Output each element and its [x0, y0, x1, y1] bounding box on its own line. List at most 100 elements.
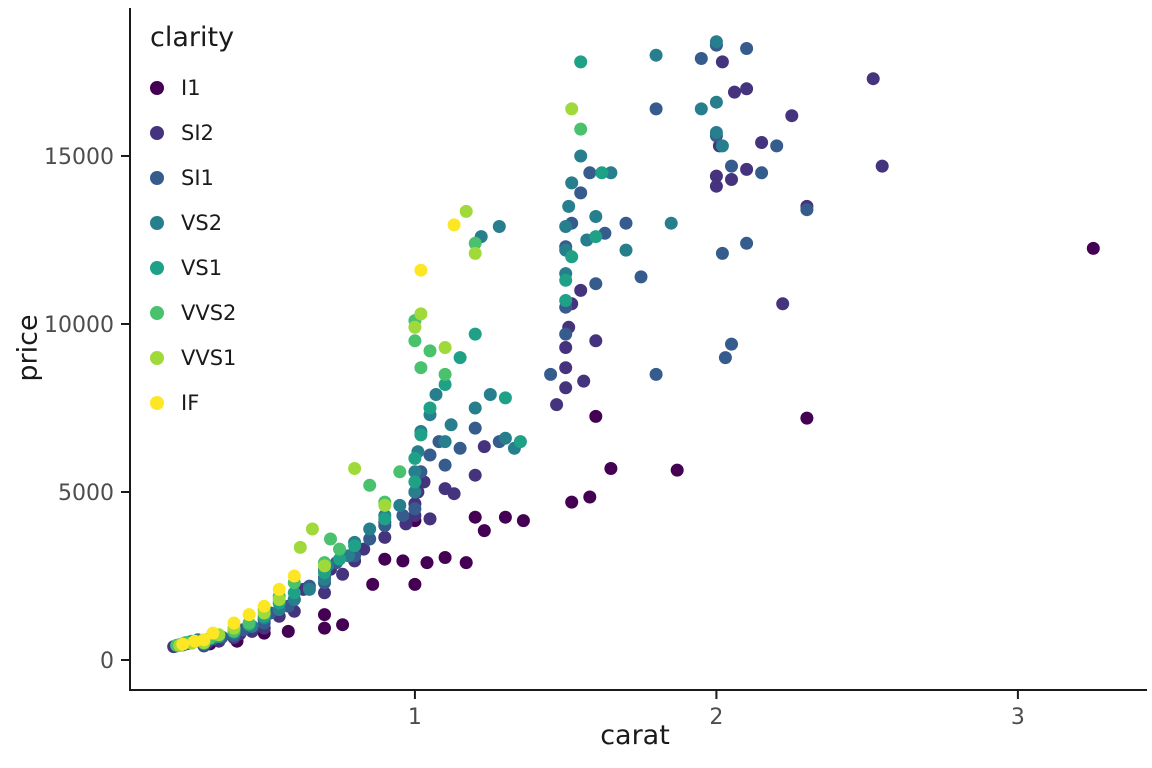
data-point-SI2: [740, 82, 754, 96]
legend: clarity I1 SI2 SI1 VS2 VS1 VVS2 VVS1 IF: [150, 22, 236, 425]
data-point-I1: [366, 577, 380, 591]
x-axis-title: carat: [600, 720, 670, 751]
legend-dot-IF: [150, 395, 164, 410]
data-point-VS2: [438, 435, 452, 449]
data-point-VVS2: [423, 344, 437, 358]
data-point-VS1: [565, 250, 579, 264]
data-point-SI2: [589, 334, 603, 348]
data-point-SI2: [378, 530, 392, 544]
data-point-VS2: [574, 149, 588, 163]
data-point-I1: [589, 409, 603, 423]
data-point-I1: [438, 551, 452, 564]
y-tick-label: 5000: [58, 481, 114, 506]
data-point-VVS2: [438, 367, 452, 381]
data-point-SI2: [559, 361, 573, 375]
data-point-VVS1: [565, 102, 579, 116]
data-point-VS1: [378, 512, 392, 526]
data-point-SI1: [715, 246, 729, 260]
data-point-I1: [468, 510, 482, 524]
data-point-I1: [565, 495, 579, 509]
data-point-SI1: [740, 236, 754, 250]
data-point-SI1: [544, 367, 558, 381]
legend-items: I1 SI2 SI1 VS2 VS1 VVS2 VVS1 IF: [150, 65, 236, 425]
data-point-I1: [604, 462, 618, 475]
data-point-VS1: [559, 294, 573, 307]
data-point-VS1: [408, 451, 422, 465]
data-point-I1: [318, 608, 331, 622]
data-point-IF: [176, 637, 190, 651]
data-point-VVS1: [414, 307, 428, 321]
data-point-VVS1: [272, 593, 286, 606]
data-point-VVS1: [438, 341, 452, 354]
legend-item-VS2: VS2: [150, 200, 236, 245]
y-axis-title: price: [12, 314, 44, 382]
legend-label-VVS1: VVS1: [181, 345, 237, 370]
y-tick-label: 10000: [44, 313, 114, 338]
data-point-IF: [272, 582, 286, 596]
x-tick-label: 2: [709, 705, 723, 730]
data-point-I1: [459, 556, 473, 570]
data-point-VS1: [348, 539, 362, 553]
data-point-I1: [318, 621, 331, 635]
data-point-VVS2: [393, 465, 407, 479]
data-point-I1: [583, 490, 597, 504]
data-point-I1: [800, 411, 814, 425]
data-point-SI1: [559, 327, 573, 341]
data-point-VS2: [589, 210, 603, 223]
data-point-VS1: [498, 391, 512, 405]
data-point-VS1: [453, 351, 467, 365]
data-point-VS2: [444, 418, 458, 432]
data-point-VS2: [664, 216, 678, 230]
data-point-SI2: [477, 440, 491, 454]
data-point-IF: [206, 626, 220, 640]
data-point-SI1: [619, 216, 633, 230]
data-point-VVS2: [324, 532, 337, 546]
data-point-SI2: [423, 512, 437, 526]
data-point-SI2: [577, 374, 591, 388]
legend-item-SI2: SI2: [150, 110, 236, 155]
data-point-I1: [396, 554, 410, 568]
legend-title: clarity: [150, 22, 235, 53]
data-point-SI2: [866, 72, 880, 86]
data-point-SI1: [453, 441, 467, 455]
data-point-SI1: [725, 337, 738, 351]
data-point-VS2: [363, 522, 377, 536]
data-point-VS2: [408, 485, 422, 499]
legend-dot-VS1: [150, 260, 164, 275]
data-point-VS2: [562, 199, 576, 213]
data-point-SI2: [574, 283, 588, 297]
data-point-SI1: [634, 270, 648, 284]
y-tick-label: 0: [100, 649, 114, 674]
data-point-VS2: [709, 35, 723, 49]
data-point-SI1: [649, 102, 663, 116]
data-point-SI1: [649, 367, 663, 381]
data-point-SI1: [800, 203, 814, 217]
data-point-VS2: [393, 498, 407, 512]
data-point-SI1: [740, 42, 754, 55]
data-point-SI2: [559, 381, 573, 395]
data-point-IF: [447, 218, 461, 232]
data-point-VS2: [715, 139, 729, 153]
data-point-VVS2: [408, 334, 422, 348]
data-point-VVS2: [574, 122, 588, 136]
data-point-SI2: [776, 297, 790, 311]
data-point-VS1: [287, 586, 301, 600]
data-point-SI1: [574, 186, 588, 200]
legend-label-IF: IF: [181, 390, 200, 415]
data-point-VVS2: [333, 542, 346, 556]
data-point-SI1: [468, 421, 482, 435]
data-point-VS2: [709, 126, 723, 139]
x-tick-label: 3: [1011, 705, 1025, 730]
data-point-VVS1: [293, 540, 307, 554]
data-point-VS1: [438, 378, 452, 391]
data-point-SI2: [715, 55, 729, 69]
legend-dot-SI1: [150, 170, 164, 185]
data-point-IF: [242, 608, 256, 622]
data-point-VVS1: [305, 522, 319, 536]
data-point-SI2: [709, 169, 723, 183]
legend-dot-VVS1: [150, 350, 164, 365]
data-point-SI1: [583, 166, 597, 180]
data-point-VVS2: [468, 236, 482, 250]
legend-dot-SI2: [150, 125, 164, 140]
